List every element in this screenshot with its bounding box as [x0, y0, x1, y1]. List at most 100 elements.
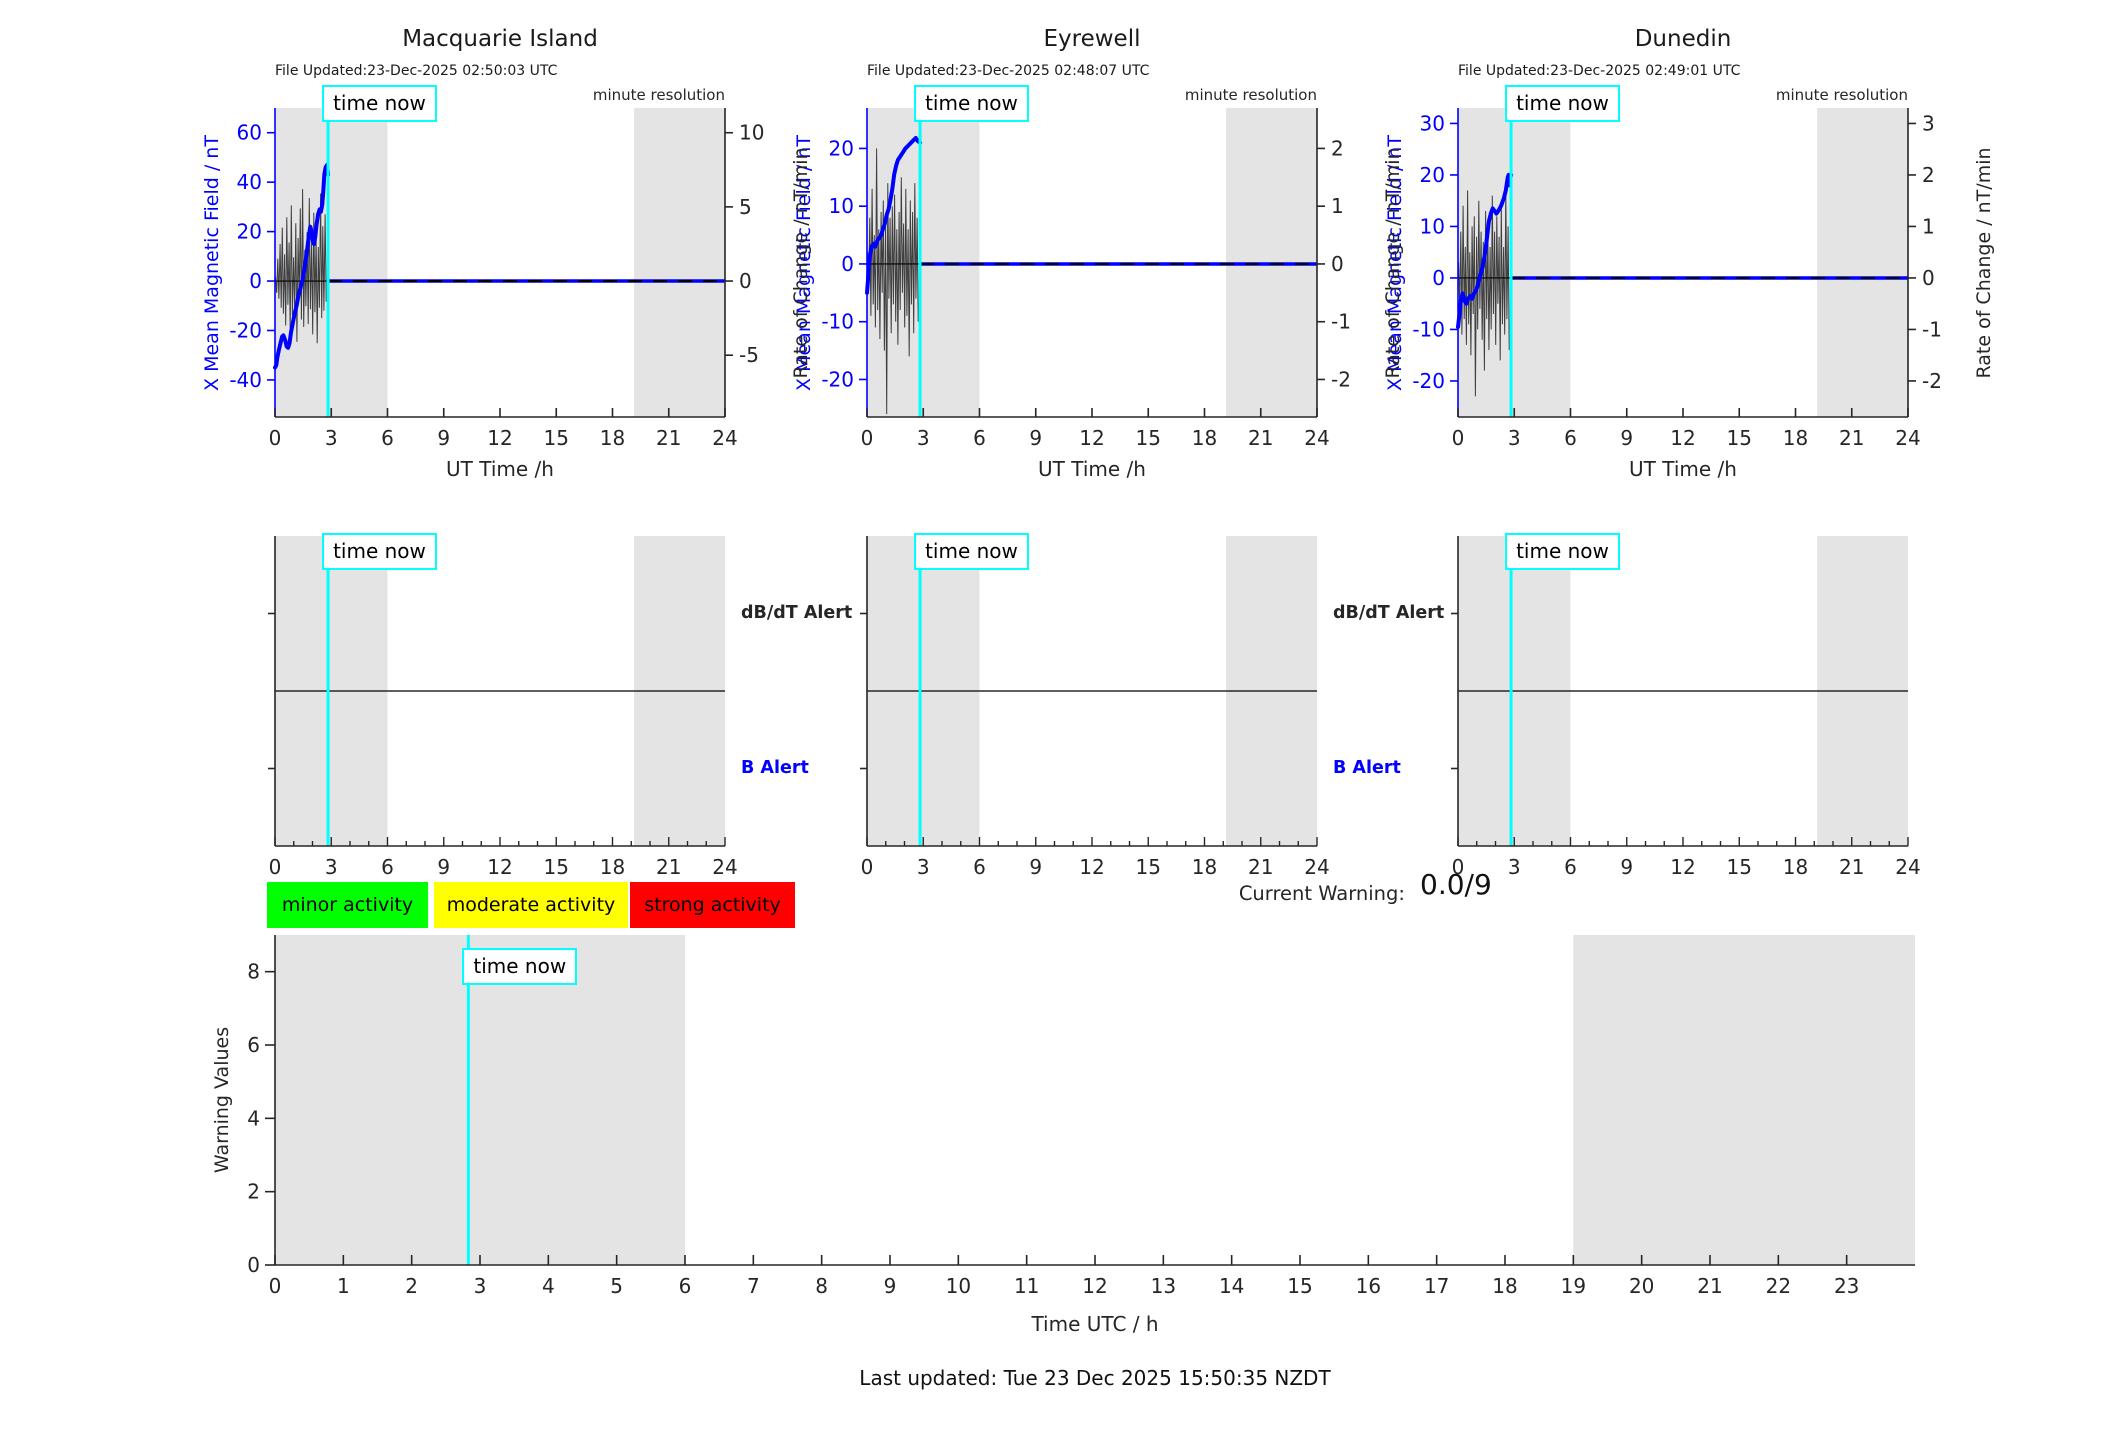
x-tick-label: 6: [1564, 855, 1577, 879]
y-axis-label-left-macquarie: X Mean Magnetic Field / nT: [201, 134, 223, 391]
file-updated-macquarie: File Updated:23-Dec-2025 02:50:03 UTC: [275, 63, 558, 79]
x-tick-label: 9: [437, 426, 450, 450]
x-tick-label: 22: [1766, 1274, 1791, 1298]
y-tick-label: 4: [247, 1106, 260, 1130]
x-tick-label: 3: [325, 855, 338, 879]
x-tick-label: 15: [1136, 855, 1161, 879]
x-tick-label: 16: [1356, 1274, 1381, 1298]
x-tick-label: 24: [1895, 855, 1920, 879]
station-title-eyrewell: Eyrewell: [1043, 26, 1141, 52]
right-tick-label: 1: [1331, 194, 1344, 218]
x-tick-label: 21: [1697, 1274, 1722, 1298]
x-tick-label: 0: [1452, 855, 1465, 879]
x-tick-label: 20: [1629, 1274, 1654, 1298]
x-tick-label: 21: [1839, 855, 1864, 879]
x-tick-label: 19: [1561, 1274, 1586, 1298]
x-tick-label: 4: [542, 1274, 555, 1298]
x-tick-label: 12: [1670, 855, 1695, 879]
x-tick-label: 18: [600, 855, 625, 879]
right-tick-label: 1: [1922, 214, 1935, 238]
y-tick-label: 8: [247, 960, 260, 984]
time-now-flag: time now: [1505, 85, 1621, 122]
left-tick-label: -10: [821, 310, 854, 334]
x-tick-label: 9: [1620, 855, 1633, 879]
b-alert-label-macquarie: B Alert: [741, 757, 809, 778]
x-tick-label: 21: [1248, 426, 1273, 450]
x-tick-label: 24: [712, 426, 737, 450]
x-tick-label: 18: [1192, 426, 1217, 450]
current-warning-value: 0.0/9: [1420, 868, 1492, 901]
y-axis-label-right-macquarie: Rate of Change / nT/min: [790, 146, 812, 379]
x-tick-label: 9: [1029, 855, 1042, 879]
left-tick-label: 20: [1420, 163, 1445, 187]
x-tick-label: 5: [610, 1274, 623, 1298]
x-tick-label: 24: [1304, 426, 1329, 450]
legend-strong-activity: strong activity: [630, 882, 795, 928]
mean-field-trace: [865, 136, 923, 295]
x-tick-label: 6: [1564, 426, 1577, 450]
x-tick-label: 8: [815, 1274, 828, 1298]
x-axis-label-dunedin: UT Time /h: [1629, 457, 1737, 481]
x-tick-label: 2: [405, 1274, 418, 1298]
station-title-macquarie: Macquarie Island: [402, 26, 598, 52]
x-tick-label: 12: [487, 855, 512, 879]
left-tick-label: 20: [237, 220, 262, 244]
right-tick-label: 0: [1331, 252, 1344, 276]
last-updated-text: Last updated: Tue 23 Dec 2025 15:50:35 N…: [859, 1366, 1331, 1390]
left-tick-label: 10: [1420, 214, 1445, 238]
left-tick-label: 10: [829, 194, 854, 218]
x-tick-label: 15: [544, 855, 569, 879]
left-tick-label: -40: [229, 368, 262, 392]
left-tick-label: 0: [249, 269, 262, 293]
warning-values-axis-label: Warning Values: [211, 1026, 233, 1174]
time-utc-axis-label: Time UTC / h: [1031, 1312, 1159, 1336]
x-tick-label: 15: [1727, 855, 1752, 879]
x-tick-label: 12: [1082, 1274, 1107, 1298]
x-tick-label: 3: [917, 855, 930, 879]
x-tick-label: 21: [1839, 426, 1864, 450]
x-tick-label: 24: [1304, 855, 1329, 879]
x-tick-label: 6: [973, 855, 986, 879]
left-tick-label: 60: [237, 121, 262, 145]
x-tick-label: 11: [1014, 1274, 1039, 1298]
x-tick-label: 6: [973, 426, 986, 450]
right-tick-label: -1: [1922, 317, 1942, 341]
time-now-flag: time now: [462, 948, 578, 985]
left-tick-label: 0: [841, 252, 854, 276]
y-tick-label: 0: [247, 1253, 260, 1277]
left-tick-label: -10: [1412, 317, 1445, 341]
file-updated-dunedin: File Updated:23-Dec-2025 02:49:01 UTC: [1458, 63, 1741, 79]
x-tick-label: 0: [1452, 426, 1465, 450]
x-tick-label: 18: [1783, 426, 1808, 450]
left-tick-label: 0: [1432, 266, 1445, 290]
x-tick-label: 3: [1508, 426, 1521, 450]
right-tick-label: 10: [739, 121, 764, 145]
minute-resolution-note-eyrewell: minute resolution: [1184, 86, 1317, 104]
x-tick-label: 3: [474, 1274, 487, 1298]
right-tick-label: -2: [1922, 369, 1942, 393]
x-tick-label: 0: [861, 855, 874, 879]
y-axis-label-right-eyrewell: Rate of Change / nT/min: [1382, 146, 1404, 379]
right-tick-label: -5: [739, 343, 759, 367]
x-tick-label: 18: [600, 426, 625, 450]
right-tick-label: 5: [739, 195, 752, 219]
x-tick-label: 18: [1192, 855, 1217, 879]
mean-field-trace: [273, 162, 331, 370]
time-now-flag: time now: [322, 533, 438, 570]
x-tick-label: 12: [1079, 426, 1104, 450]
y-tick-label: 6: [247, 1033, 260, 1057]
x-tick-label: 3: [1508, 855, 1521, 879]
legend-moderate-activity: moderate activity: [434, 882, 628, 928]
x-tick-label: 0: [269, 1274, 282, 1298]
y-axis-label-right-dunedin: Rate of Change / nT/min: [1973, 146, 1995, 379]
x-tick-label: 24: [1895, 426, 1920, 450]
rate-of-change-trace: [867, 148, 919, 415]
dbdt-alert-label-macquarie: dB/dT Alert: [741, 602, 853, 623]
b-alert-label-eyrewell: B Alert: [1333, 757, 1401, 778]
x-tick-label: 21: [656, 426, 681, 450]
x-tick-label: 6: [381, 855, 394, 879]
left-tick-label: 20: [829, 136, 854, 160]
rate-of-change-trace: [275, 189, 327, 344]
x-tick-label: 10: [946, 1274, 971, 1298]
